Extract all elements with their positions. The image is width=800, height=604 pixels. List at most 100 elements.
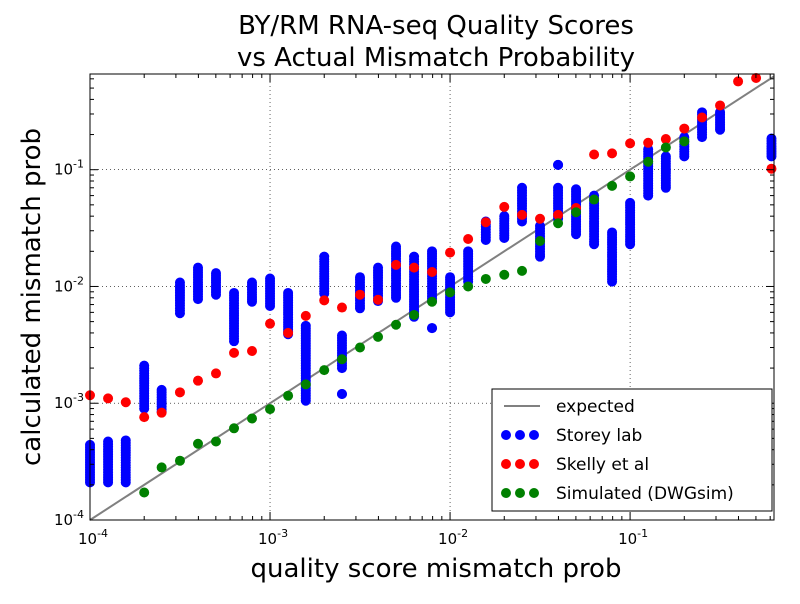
storey-lab-point bbox=[643, 190, 654, 201]
storey-lab-point bbox=[265, 301, 276, 312]
simulated-dwgsim-point bbox=[139, 487, 150, 498]
simulated-dwgsim-point bbox=[156, 462, 167, 473]
skelly-et-al-point bbox=[697, 112, 708, 123]
legend-label: Storey lab bbox=[556, 426, 642, 446]
skelly-et-al-point bbox=[535, 213, 546, 224]
simulated-dwgsim-point bbox=[445, 287, 456, 298]
simulated-dwgsim-point bbox=[463, 281, 474, 292]
skelly-et-al-point bbox=[229, 347, 240, 358]
legend-label: Skelly et al bbox=[556, 455, 649, 475]
y-axis-label: calculated mismatch prob bbox=[17, 128, 47, 466]
skelly-et-al-point bbox=[427, 267, 438, 278]
storey-lab-point bbox=[229, 336, 240, 347]
skelly-et-al-point bbox=[409, 262, 420, 273]
storey-lab-point bbox=[174, 308, 185, 319]
skelly-et-al-point bbox=[553, 209, 564, 220]
storey-lab-point bbox=[427, 323, 438, 334]
storey-lab-point bbox=[139, 403, 150, 414]
skelly-et-al-point bbox=[103, 393, 114, 404]
simulated-dwgsim-point bbox=[336, 354, 347, 365]
storey-lab-point bbox=[697, 132, 708, 143]
skelly-et-al-point bbox=[589, 149, 600, 160]
skelly-et-al-point bbox=[283, 327, 294, 338]
legend-marker bbox=[529, 488, 539, 498]
legend: expected Storey lab Skelly et al Simulated … bbox=[491, 388, 773, 512]
storey-lab-point bbox=[120, 477, 131, 488]
skelly-et-al-point bbox=[480, 217, 491, 228]
skelly-et-al-point bbox=[336, 302, 347, 313]
skelly-et-al-point bbox=[265, 318, 276, 329]
skelly-et-al-point bbox=[733, 76, 744, 87]
skelly-et-al-point bbox=[660, 134, 671, 145]
storey-lab-point bbox=[766, 151, 777, 162]
skelly-et-al-point bbox=[499, 201, 510, 212]
x-tick-label: 10-3 bbox=[258, 527, 288, 548]
simulated-dwgsim-point bbox=[373, 331, 384, 342]
storey-lab-point bbox=[571, 229, 582, 240]
legend-marker bbox=[515, 430, 525, 440]
skelly-et-al-point bbox=[139, 412, 150, 423]
skelly-et-al-point bbox=[174, 387, 185, 398]
y-tick-label: 10-4 bbox=[54, 508, 84, 529]
storey-lab-point bbox=[499, 233, 510, 244]
simulated-dwgsim-point bbox=[174, 455, 185, 466]
simulated-dwgsim-point bbox=[300, 379, 311, 390]
legend-marker bbox=[501, 488, 511, 498]
skelly-et-al-point bbox=[246, 346, 257, 357]
legend-label: Simulated (DWGsim) bbox=[556, 484, 734, 504]
simulated-dwgsim-point bbox=[607, 180, 618, 191]
storey-lab-point bbox=[625, 239, 636, 250]
skelly-et-al-point bbox=[192, 375, 203, 386]
storey-lab-point bbox=[103, 477, 114, 488]
x-tick-label: 10-4 bbox=[78, 527, 108, 548]
simulated-dwgsim-point bbox=[553, 218, 564, 229]
skelly-et-al-point bbox=[354, 289, 365, 300]
storey-lab-point bbox=[246, 296, 257, 307]
storey-lab-point bbox=[715, 124, 726, 135]
simulated-dwgsim-point bbox=[517, 265, 528, 276]
simulated-dwgsim-point bbox=[409, 309, 420, 320]
skelly-et-al-point bbox=[463, 233, 474, 244]
x-tick-label: 10-1 bbox=[618, 527, 648, 548]
storey-lab-point bbox=[210, 289, 221, 300]
simulated-dwgsim-point bbox=[571, 207, 582, 218]
chart-title-line-2: vs Actual Mismatch Probability bbox=[237, 43, 635, 73]
simulated-dwgsim-point bbox=[625, 171, 636, 182]
data-points-layer bbox=[85, 72, 777, 498]
storey-lab-point bbox=[589, 239, 600, 250]
simulated-dwgsim-point bbox=[246, 413, 257, 424]
y-tick-label: 10-1 bbox=[54, 158, 84, 179]
simulated-dwgsim-point bbox=[265, 404, 276, 415]
skelly-et-al-point bbox=[715, 100, 726, 111]
skelly-et-al-point bbox=[156, 407, 167, 418]
storey-lab-point bbox=[660, 182, 671, 193]
skelly-et-al-point bbox=[210, 368, 221, 379]
skelly-et-al-point bbox=[679, 123, 690, 134]
simulated-dwgsim-point bbox=[660, 142, 671, 153]
skelly-et-al-point bbox=[766, 163, 777, 174]
skelly-et-al-point bbox=[607, 148, 618, 159]
storey-lab-point bbox=[553, 159, 564, 170]
storey-lab-point bbox=[679, 151, 690, 162]
y-tick-label: 10-3 bbox=[54, 391, 84, 412]
simulated-dwgsim-point bbox=[210, 436, 221, 447]
simulated-dwgsim-point bbox=[427, 296, 438, 307]
simulated-dwgsim-point bbox=[643, 156, 654, 167]
simulated-dwgsim-point bbox=[391, 319, 402, 330]
storey-lab-point bbox=[445, 307, 456, 318]
simulated-dwgsim-point bbox=[499, 269, 510, 280]
x-tick-label: 10-2 bbox=[438, 527, 468, 548]
skelly-et-al-point bbox=[300, 310, 311, 321]
simulated-dwgsim-point bbox=[679, 136, 690, 147]
skelly-et-al-point bbox=[625, 138, 636, 149]
simulated-dwgsim-point bbox=[480, 273, 491, 284]
legend-marker bbox=[529, 459, 539, 469]
skelly-et-al-point bbox=[319, 295, 330, 306]
x-axis-label: quality score mismatch prob bbox=[251, 554, 622, 584]
storey-lab-point bbox=[607, 276, 618, 287]
legend-marker bbox=[501, 430, 511, 440]
axis-ticks: 10-4 10-3 10-2 10-1 10-4 10-3 10-2 10-1 bbox=[54, 74, 774, 548]
storey-lab-point bbox=[192, 294, 203, 305]
simulated-dwgsim-point bbox=[319, 365, 330, 376]
